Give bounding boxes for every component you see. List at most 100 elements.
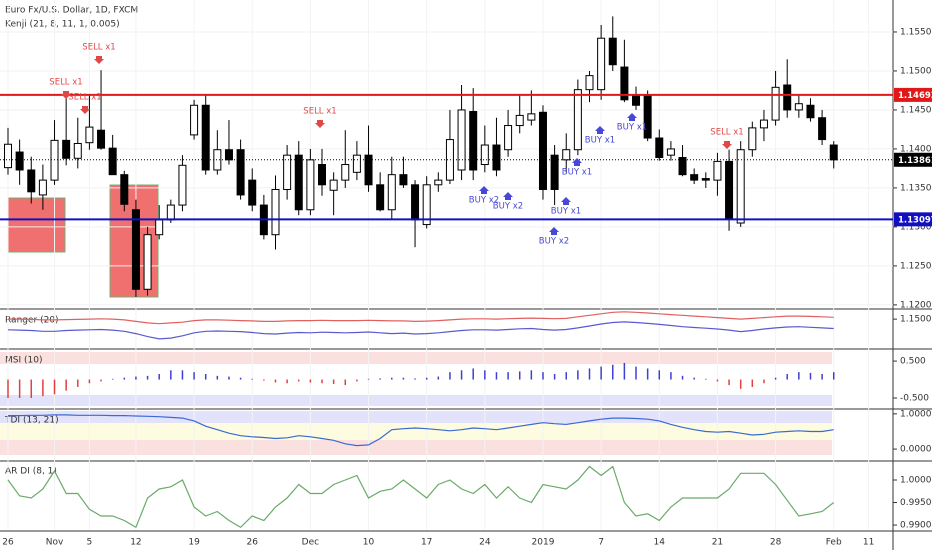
histogram-bar (716, 379, 719, 382)
histogram-bar (507, 372, 509, 380)
histogram-bar (670, 372, 672, 380)
histogram-bar (577, 370, 579, 380)
histogram-bar (88, 379, 91, 384)
histogram-bar (356, 379, 358, 382)
histogram-bar (635, 366, 637, 380)
histogram-bar (623, 362, 626, 380)
signal-arrow (94, 56, 104, 64)
candle-body (666, 148, 675, 156)
candle-body (655, 137, 664, 159)
candle-body (434, 179, 443, 186)
candle-body (294, 154, 303, 211)
y-tick-label: 1.0000 (900, 409, 932, 419)
candle-body (643, 95, 652, 139)
candle-body (283, 154, 292, 190)
candle-body (515, 114, 524, 127)
histogram-bar (681, 375, 684, 380)
signal-arrow (479, 186, 489, 194)
candle-body (376, 184, 385, 211)
candle-body (608, 37, 617, 66)
candle-body (329, 179, 338, 191)
candle-body (201, 104, 210, 171)
histogram-bar (693, 377, 695, 380)
x-tick-label: 14 (654, 538, 666, 548)
indicator-line (7, 465, 835, 529)
signal-box (7, 197, 66, 253)
signal-arrow (315, 120, 325, 128)
histogram-bar (763, 379, 765, 384)
candle-body (224, 149, 233, 161)
histogram-bar (7, 379, 9, 399)
x-tick-label: Dec (302, 538, 319, 548)
histogram-bar (472, 368, 474, 380)
level-label: 1.13097 (898, 215, 932, 225)
candle-body (550, 154, 559, 190)
histogram-bar (100, 379, 102, 382)
candle-body (131, 209, 140, 290)
candle-body (271, 188, 280, 236)
signal-arrow (722, 141, 732, 149)
signal-arrow (627, 113, 637, 121)
histogram-bar (204, 374, 207, 380)
candle-body (73, 142, 82, 159)
histogram-bar (123, 377, 126, 380)
candle-body (585, 75, 594, 91)
histogram-bar (542, 372, 544, 380)
y-tick-label: 1.0000 (900, 476, 932, 486)
histogram-bar (518, 371, 521, 380)
x-tick-label: 11 (863, 538, 874, 548)
candle-body (632, 95, 641, 106)
y-tick-label: 1.12000 (900, 300, 932, 310)
x-tick-label: 5 (87, 538, 93, 548)
histogram-bar (42, 379, 44, 397)
candle-body (97, 129, 106, 149)
histogram-bar (425, 377, 428, 380)
histogram-bar (332, 379, 335, 384)
histogram-bar (286, 379, 288, 384)
y-tick-label: 1.1500 (900, 315, 932, 325)
candle-body (480, 144, 489, 166)
y-tick-label: 1.14500 (900, 105, 932, 115)
histogram-bar (344, 379, 347, 386)
histogram-bar (809, 372, 812, 380)
candle-body (573, 89, 582, 151)
candle-body (411, 184, 420, 221)
signal-label: BUY x1 (562, 168, 592, 178)
y-tick-label: 1.12500 (900, 261, 932, 271)
candle-body (678, 157, 687, 176)
histogram-bar (553, 374, 556, 380)
signal-label: BUY x1 (617, 123, 647, 133)
candle-body (236, 149, 245, 196)
candle-body (794, 103, 803, 111)
histogram-bar (274, 379, 277, 383)
signal-arrow (61, 91, 71, 99)
candle-body (364, 154, 373, 186)
signal-label: SELL x1 (68, 93, 101, 103)
level-label-box (894, 212, 932, 227)
histogram-bar (612, 364, 614, 380)
indicator-line (8, 414, 834, 447)
candle-body (155, 219, 164, 236)
histogram-bar (495, 372, 498, 380)
histogram-bar (588, 368, 591, 380)
x-tick-label: 12 (130, 538, 141, 548)
histogram-bar (228, 376, 230, 380)
y-tick-label: 1.13000 (900, 222, 932, 232)
candle-body (701, 178, 710, 181)
histogram-bar (77, 379, 79, 387)
candle-body (422, 184, 431, 226)
y-tick-label: 0.9950 (900, 498, 932, 508)
tdi-band (0, 440, 832, 455)
pane-title: AR DI (8, 1) (5, 467, 57, 477)
x-tick-label: Feb (826, 538, 842, 548)
candle-body (818, 117, 827, 141)
histogram-bar (646, 368, 649, 380)
signal-label: BUY x1 (551, 207, 581, 217)
x-tick-label: 24 (479, 538, 491, 548)
candle-body (399, 174, 408, 186)
histogram-bar (18, 379, 21, 399)
x-tick-label: 28 (770, 538, 782, 548)
y-tick-label: 0.0000 (900, 445, 932, 455)
